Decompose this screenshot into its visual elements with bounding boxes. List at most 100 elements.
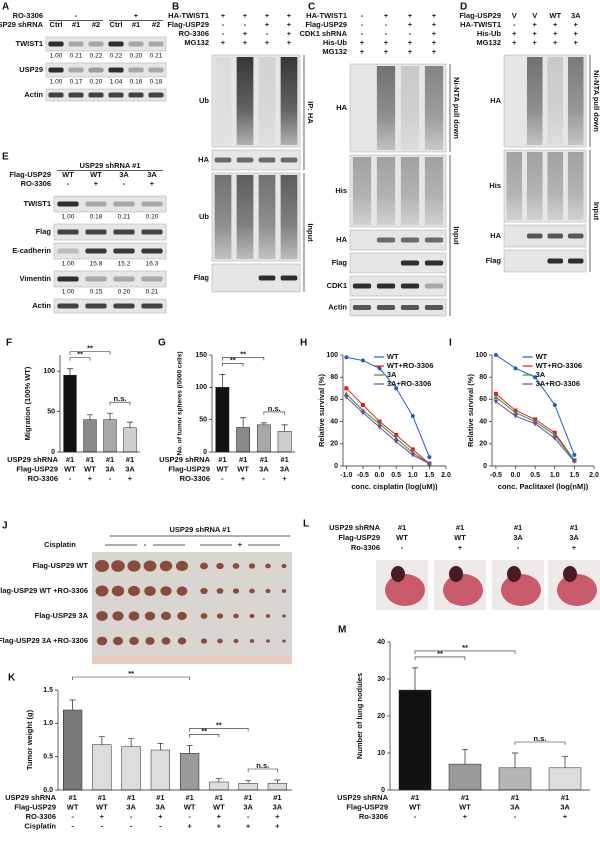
bar bbox=[398, 689, 432, 791]
point bbox=[513, 366, 518, 371]
blot bbox=[211, 149, 301, 171]
header-cell: USP29 shRNA #1 bbox=[80, 161, 141, 170]
tumor bbox=[265, 588, 271, 594]
lung bbox=[557, 574, 597, 606]
table-cell: #1 bbox=[66, 455, 74, 464]
header-cell: + bbox=[574, 38, 579, 47]
table-cell: #1 bbox=[239, 455, 247, 464]
curve bbox=[495, 396, 575, 461]
bar bbox=[123, 427, 137, 453]
header-cell: WT bbox=[62, 170, 74, 179]
band bbox=[85, 248, 107, 254]
tumor bbox=[217, 638, 223, 644]
header-label: His-Ub bbox=[477, 29, 502, 38]
blot-label: CDK1 bbox=[327, 281, 347, 290]
legend-label: WT bbox=[536, 352, 548, 361]
tumor bbox=[281, 563, 287, 569]
table-cell: WT bbox=[184, 802, 196, 811]
tumor bbox=[128, 611, 140, 621]
band bbox=[352, 283, 372, 289]
header-cell: - bbox=[385, 20, 388, 29]
table-cell: #1 bbox=[156, 793, 164, 802]
error-bar bbox=[512, 752, 518, 768]
table-cell: #1 bbox=[561, 793, 569, 802]
quantification: 16.3 bbox=[146, 261, 159, 268]
band bbox=[280, 275, 298, 281]
significance-bracket bbox=[109, 401, 131, 406]
side-label: Ni-NTA pull down bbox=[452, 77, 461, 139]
header-cell: + bbox=[432, 11, 437, 20]
band bbox=[128, 41, 144, 47]
band bbox=[108, 41, 124, 47]
bar bbox=[209, 781, 229, 791]
header-cell: + bbox=[432, 47, 437, 56]
table-cell: - bbox=[159, 821, 162, 830]
quantification: 0.17 bbox=[70, 79, 83, 86]
smear bbox=[506, 152, 523, 220]
point bbox=[343, 391, 349, 396]
header-label: USP29 shRNA bbox=[0, 20, 44, 29]
tumor bbox=[281, 589, 287, 593]
smear bbox=[526, 152, 543, 220]
significance: ** bbox=[216, 720, 222, 729]
band bbox=[48, 41, 64, 47]
table-label: Flag-USP29 bbox=[16, 464, 58, 473]
table-label: Flag-USP29 bbox=[346, 802, 388, 811]
band bbox=[88, 92, 104, 98]
smear bbox=[258, 175, 276, 259]
blot-label: HA bbox=[490, 96, 501, 105]
header-cell: + bbox=[408, 11, 413, 20]
blot-label: Ub bbox=[199, 212, 209, 221]
header-cell: 3A bbox=[119, 170, 129, 179]
header-cell: Ctrl bbox=[50, 20, 63, 29]
table-cell: WT bbox=[213, 802, 225, 811]
table-cell: WT bbox=[67, 802, 79, 811]
blot-label: His bbox=[489, 181, 501, 190]
band bbox=[68, 67, 84, 73]
header-cell: WT bbox=[90, 170, 102, 179]
smear bbox=[214, 175, 232, 259]
header-cell: + bbox=[408, 20, 413, 29]
point bbox=[393, 439, 399, 445]
bar bbox=[215, 387, 230, 453]
table-label: Ro-3306 bbox=[351, 543, 380, 552]
blot-label: Flag bbox=[486, 256, 502, 265]
row-label: Flag-USP29 3A bbox=[35, 611, 89, 620]
header-label: MG132 bbox=[322, 47, 347, 56]
header-cell: #1 bbox=[72, 20, 80, 29]
y-tick-label: 100 bbox=[195, 384, 207, 391]
blot-label: Ub bbox=[199, 96, 209, 105]
table-cell: #1 bbox=[215, 793, 223, 802]
tumor bbox=[176, 586, 188, 596]
blot-label: Actin bbox=[32, 301, 51, 310]
bar bbox=[63, 374, 77, 453]
y-axis-label: Relative survival (%) bbox=[317, 374, 326, 447]
y-tick-label: 100 bbox=[43, 368, 55, 375]
tumor bbox=[111, 585, 125, 597]
x-tick-label: -0.5 bbox=[490, 472, 502, 479]
table-label: USP29 shRNA bbox=[337, 793, 388, 802]
table-cell: WT bbox=[396, 533, 408, 542]
header-label: RO-3306 bbox=[21, 179, 51, 188]
error-bar bbox=[562, 756, 568, 768]
smear bbox=[280, 57, 298, 145]
blot-label: Flag bbox=[36, 227, 52, 236]
header-cell: + bbox=[512, 38, 517, 47]
bar bbox=[180, 753, 200, 791]
header-cell: + bbox=[94, 179, 99, 188]
tumor bbox=[232, 588, 240, 594]
header-cell: - bbox=[123, 179, 126, 188]
table-cell: - bbox=[188, 812, 191, 821]
smear bbox=[424, 66, 444, 150]
blot bbox=[45, 36, 167, 52]
blot bbox=[349, 275, 447, 297]
quantification: 0.20 bbox=[90, 79, 103, 86]
y-axis-label: Tumor weight (g) bbox=[25, 709, 34, 770]
band bbox=[113, 248, 135, 254]
tumor bbox=[160, 586, 172, 596]
table-cell: 3A bbox=[243, 802, 253, 811]
smear bbox=[352, 157, 372, 225]
table-cell: + bbox=[275, 812, 280, 821]
panel-letter: A bbox=[2, 2, 9, 13]
